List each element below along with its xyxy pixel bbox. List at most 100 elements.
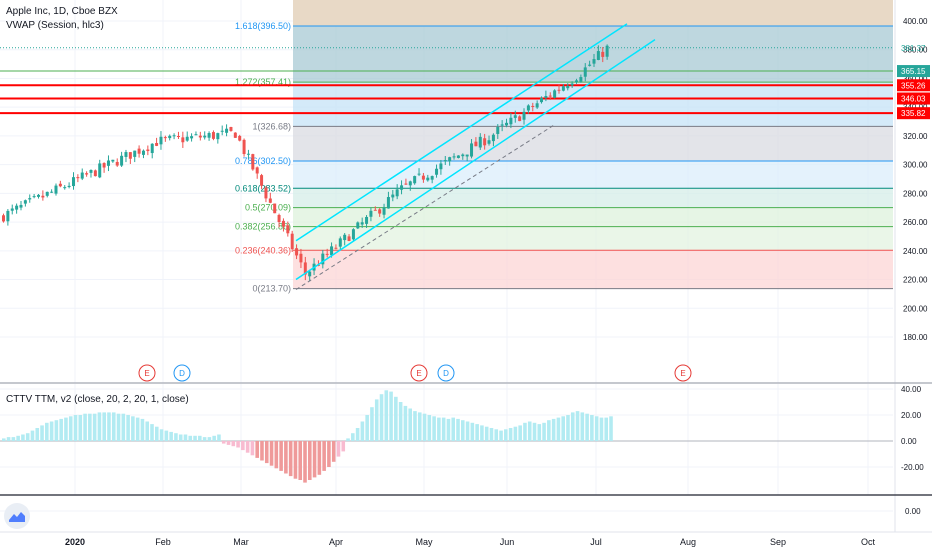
candle-body [338, 238, 342, 247]
price-tick-label: 380.00 [903, 46, 928, 55]
candle-body [417, 173, 421, 175]
osc-bar [441, 417, 446, 441]
candle-body [229, 127, 233, 131]
osc-bar [64, 417, 68, 441]
osc-bar [121, 413, 126, 441]
candle-body [535, 103, 539, 108]
earnings-marker-label: E [416, 369, 421, 378]
osc-bar [226, 441, 231, 445]
candle-body [255, 167, 259, 174]
tradingview-logo-icon[interactable] [4, 503, 30, 529]
candle-body [71, 177, 75, 187]
candle-body [242, 139, 246, 155]
price-axis-background [895, 0, 932, 550]
channel-upper [295, 23, 628, 242]
osc-bar [351, 433, 355, 441]
osc-bar [284, 441, 288, 474]
fib-level-label: 0.786(302.50) [235, 156, 291, 166]
osc-bar [542, 422, 546, 441]
candle-body [583, 67, 587, 77]
osc-bar [355, 428, 360, 441]
osc-bar [293, 441, 298, 479]
osc-bar [465, 421, 470, 441]
osc-bar [532, 422, 537, 441]
candle-body [439, 163, 443, 170]
osc-bar [73, 415, 78, 441]
candle-body [85, 173, 89, 175]
candle-body [601, 51, 605, 57]
osc-bar [202, 437, 207, 441]
osc-bar [456, 418, 460, 441]
earnings-marker [138, 364, 156, 382]
osc-bar [16, 435, 20, 441]
fib-level-label: 1.618(396.50) [235, 21, 291, 31]
dividend-marker-label: D [443, 369, 449, 378]
candle-body [15, 205, 19, 210]
candle-body [6, 210, 10, 222]
candle-body [273, 203, 277, 214]
candle-body [260, 175, 264, 186]
candle-body [10, 208, 14, 211]
candle-body [575, 80, 579, 83]
candle-body [509, 117, 513, 125]
earnings-marker-label: E [144, 369, 149, 378]
candle-body [185, 136, 189, 141]
osc-bar [111, 412, 116, 441]
osc-bar [264, 441, 269, 464]
candle-body [378, 209, 382, 214]
osc-bar [59, 418, 63, 441]
osc-bar [580, 412, 585, 441]
osc-bar [217, 434, 221, 441]
osc-bar [131, 416, 135, 441]
osc-bar [413, 411, 417, 441]
candle-body [102, 163, 106, 168]
osc-bar [150, 424, 154, 441]
candle-body [548, 95, 552, 97]
osc-bar [322, 441, 326, 471]
time-tick-label: 2020 [65, 537, 85, 547]
candle-body [426, 177, 430, 181]
osc-bar [11, 437, 16, 441]
candle-body [111, 159, 115, 162]
osc-bar [49, 421, 54, 441]
osc-bar [389, 391, 393, 441]
candle-body [496, 126, 500, 134]
vwap-legend[interactable]: VWAP (Session, hlc3) [6, 20, 104, 31]
osc-bar [78, 415, 83, 441]
candle-body [155, 142, 159, 146]
osc-bar [274, 441, 279, 469]
earnings-marker-label: E [680, 369, 685, 378]
osc-bar [384, 390, 389, 441]
candle-body [365, 216, 369, 224]
fib-level-label: 0.382(256.86) [235, 222, 291, 232]
osc-bar [475, 424, 479, 441]
candle-body [146, 149, 150, 152]
fib-zone-top [293, 0, 893, 27]
time-tick-label: Jun [500, 537, 515, 547]
time-tick-label: Mar [233, 537, 249, 547]
osc-bar [556, 417, 561, 441]
candle-body [308, 271, 312, 277]
candle-body [605, 45, 609, 57]
osc-bar [255, 441, 259, 458]
oscillator-legend[interactable]: CTTV TTM, v2 (close, 20, 2, 20, 1, close… [6, 394, 189, 405]
fib-level-label: 1.272(357.41) [235, 77, 291, 87]
fib-zone [293, 188, 893, 208]
osc-bar [504, 429, 508, 441]
candle-body [404, 183, 408, 185]
osc-bar [523, 422, 527, 441]
fib-zone [293, 250, 893, 289]
candle-body [176, 136, 180, 138]
symbol-title[interactable]: Apple Inc, 1D, Cboe BZX [6, 6, 118, 17]
osc-tick-label: 40.00 [901, 385, 922, 394]
candle-body [124, 152, 128, 157]
candle-body [382, 207, 386, 215]
candle-body [128, 152, 132, 159]
osc-bar [484, 426, 489, 441]
candle-body [137, 148, 141, 154]
osc-bar [518, 425, 522, 441]
osc-bar [231, 441, 236, 447]
candle-body [570, 83, 574, 86]
candle-body [526, 105, 530, 111]
